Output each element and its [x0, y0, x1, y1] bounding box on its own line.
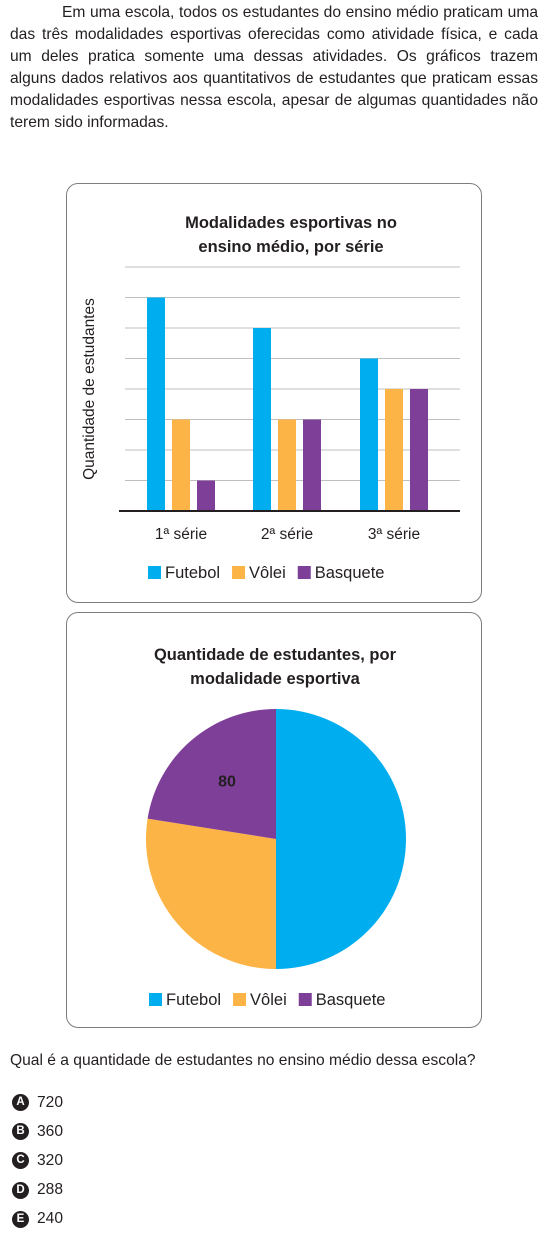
bar-basquete-2-serie — [303, 419, 321, 511]
bar-volei-1-serie — [172, 419, 190, 511]
legend-swatch-futebol — [148, 566, 161, 579]
option-b-letter: B — [12, 1123, 29, 1141]
legend-label-basquete: Basquete — [315, 564, 385, 582]
x-tick-3-serie: 3ª série — [368, 526, 420, 543]
bar-futebol-3-serie — [360, 358, 378, 511]
pie-slice-label-basquete: 80 — [218, 774, 236, 791]
x-tick-2-serie: 2ª série — [261, 526, 313, 543]
pie-legend-swatch-volei — [233, 993, 247, 1006]
option-e[interactable]: E 240 — [12, 1205, 63, 1234]
option-c-text: 320 — [37, 1151, 64, 1169]
bar-chart-card: Modalidades esportivas no ensino médio, p… — [66, 183, 482, 603]
option-a-letter: A — [12, 1094, 29, 1112]
answer-options: A 720 B 360 C 320 D 288 E 240 — [12, 1088, 63, 1234]
bar-volei-2-serie — [278, 419, 296, 511]
option-c-letter: C — [12, 1152, 29, 1170]
pie-slice-volei — [146, 818, 276, 969]
legend-swatch-volei — [232, 566, 246, 579]
pie-slice-futebol — [276, 709, 406, 969]
bar-volei-3-serie — [385, 389, 403, 511]
pie-legend-label-basquete: Basquete — [316, 991, 386, 1009]
bar-basquete-3-serie — [410, 389, 428, 511]
pie-legend-swatch-basquete — [298, 993, 312, 1006]
pie-slice-basquete — [147, 709, 276, 839]
option-e-letter: E — [12, 1210, 29, 1228]
pie-chart-title-line-1: Quantidade de estudantes, por — [154, 646, 397, 664]
option-a[interactable]: A 720 — [12, 1088, 63, 1117]
y-axis-label: Quantidade de estudantes — [81, 298, 98, 480]
legend-label-volei: Vôlei — [249, 564, 286, 582]
legend-swatch-basquete — [297, 566, 311, 579]
question-text: Qual é a quantidade de estudantes no ens… — [10, 1052, 476, 1069]
bar-chart-title-line-2: ensino médio, por série — [198, 238, 383, 256]
option-c[interactable]: C 320 — [12, 1146, 63, 1175]
pie-legend-label-volei: Vôlei — [250, 991, 287, 1009]
bar-basquete-1-serie — [197, 480, 215, 511]
pie-legend-swatch-futebol — [149, 993, 162, 1006]
option-e-text: 240 — [37, 1210, 64, 1228]
option-b-text: 360 — [37, 1122, 64, 1140]
pie-legend-label-futebol: Futebol — [166, 991, 221, 1009]
bar-futebol-2-serie — [253, 328, 271, 511]
legend-label-futebol: Futebol — [165, 564, 220, 582]
bar-chart: Modalidades esportivas no ensino médio, p… — [81, 214, 460, 582]
pie-chart-title-line-2: modalidade esportiva — [190, 670, 360, 688]
option-b[interactable]: B 360 — [12, 1117, 63, 1146]
bar-chart-title-line-1: Modalidades esportivas no — [185, 214, 397, 232]
intro-paragraph: Em uma escola, todos os estudantes do en… — [10, 4, 538, 131]
option-d-letter: D — [12, 1181, 29, 1199]
option-a-text: 720 — [37, 1093, 64, 1111]
option-d[interactable]: D 288 — [12, 1176, 63, 1205]
pie-chart-card: Quantidade de estudantes, por modalidade … — [66, 612, 482, 1028]
pie-chart: Quantidade de estudantes, por modalidade … — [146, 646, 406, 1009]
option-d-text: 288 — [37, 1181, 64, 1199]
x-tick-1-serie: 1ª série — [155, 526, 207, 543]
bar-futebol-1-serie — [147, 297, 165, 511]
